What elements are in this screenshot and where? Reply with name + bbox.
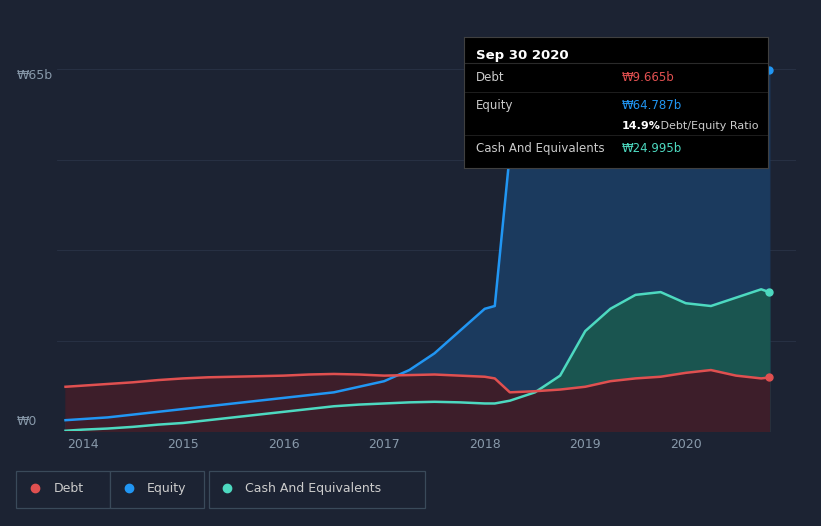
Text: Cash And Equivalents: Cash And Equivalents — [245, 482, 382, 494]
FancyBboxPatch shape — [209, 471, 425, 508]
Text: ₩0: ₩0 — [17, 414, 37, 428]
FancyBboxPatch shape — [110, 471, 204, 508]
Text: ₩65b: ₩65b — [17, 69, 53, 82]
Text: ₩64.787b: ₩64.787b — [621, 99, 682, 112]
Point — [763, 288, 776, 296]
Text: Equity: Equity — [147, 482, 186, 494]
Point — [763, 66, 776, 75]
Text: 14.9%: 14.9% — [621, 121, 661, 131]
FancyBboxPatch shape — [16, 471, 110, 508]
Text: Cash And Equivalents: Cash And Equivalents — [476, 142, 604, 155]
Text: ₩9.665b: ₩9.665b — [621, 71, 675, 84]
Text: ₩24.995b: ₩24.995b — [621, 142, 682, 155]
Text: Sep 30 2020: Sep 30 2020 — [476, 48, 569, 62]
Point — [763, 373, 776, 382]
Text: Equity: Equity — [476, 99, 513, 112]
Text: Debt/Equity Ratio: Debt/Equity Ratio — [657, 121, 759, 131]
Text: Debt: Debt — [476, 71, 505, 84]
Text: Debt: Debt — [53, 482, 84, 494]
